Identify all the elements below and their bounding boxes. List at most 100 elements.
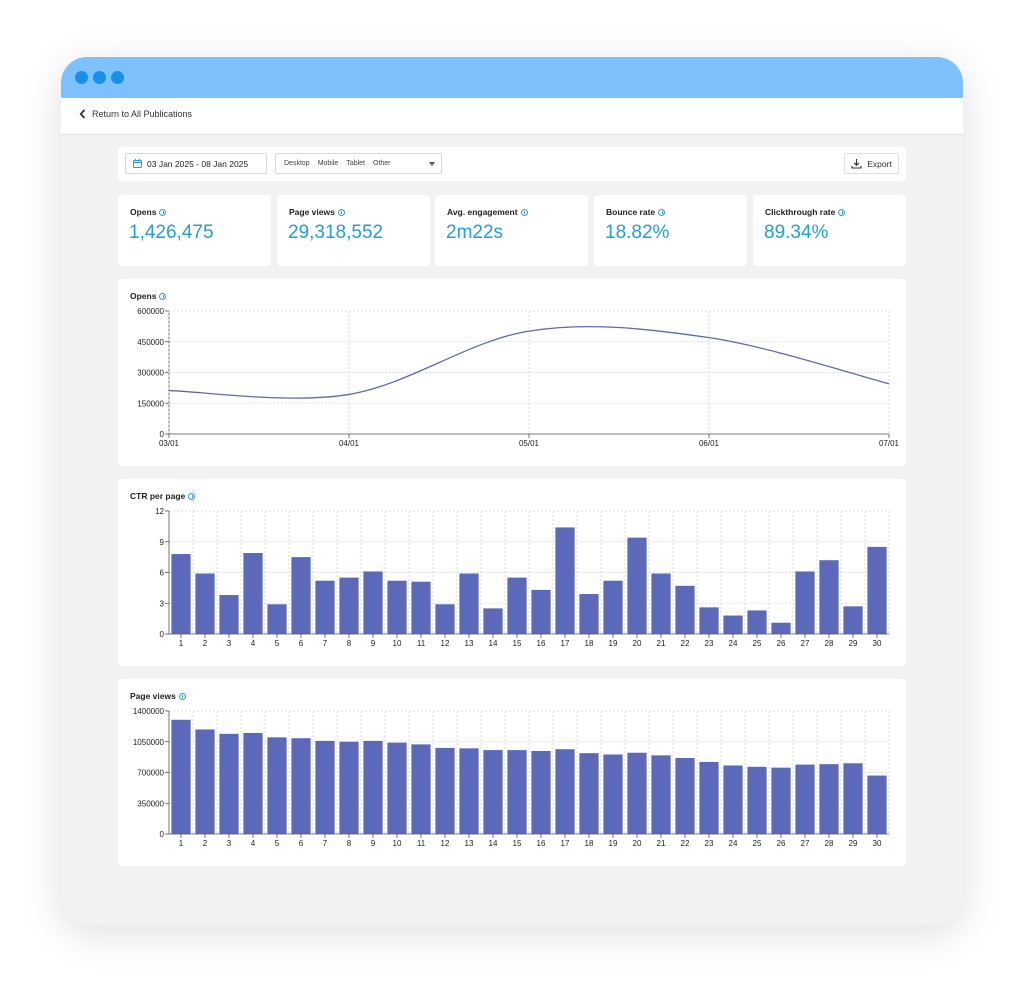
x-tick-label: 16 [537, 839, 546, 848]
export-button[interactable]: Export [844, 153, 899, 174]
chart-title-text: CTR per page [130, 491, 186, 501]
x-tick-label: 26 [777, 839, 786, 848]
x-tick-label: 6 [299, 639, 304, 648]
device-option-mobile[interactable]: Mobile [317, 160, 339, 167]
x-tick-label: 23 [705, 639, 714, 648]
device-filter[interactable]: Desktop Mobile Tablet Other [275, 153, 442, 174]
bar [435, 747, 455, 834]
bar [819, 560, 839, 634]
bar [483, 608, 503, 634]
bar [531, 750, 551, 834]
x-tick-label: 11 [417, 639, 426, 648]
ctr-chart-card: CTR per page 0 3 6 9 12 1 2 3 4 5 6 7 8 9 10 11 12 13 14 15… [118, 479, 906, 666]
x-tick-label: 17 [561, 839, 570, 848]
bar [387, 580, 407, 634]
x-tick-label: 22 [681, 839, 690, 848]
x-tick-label: 04/01 [339, 439, 360, 448]
bar [651, 755, 671, 834]
x-tick-label: 19 [609, 839, 618, 848]
date-range-picker[interactable]: 03 Jan 2025 - 08 Jan 2025 [125, 153, 267, 174]
title-bar [61, 57, 963, 98]
x-tick-label: 29 [849, 639, 858, 648]
bar [651, 573, 671, 634]
bar [579, 753, 599, 834]
bar [603, 754, 623, 834]
window-dot-icon[interactable] [75, 71, 88, 84]
x-tick-label: 26 [777, 639, 786, 648]
bar [267, 737, 287, 834]
x-tick-label: 18 [585, 639, 594, 648]
stat-card-bounce-rate: Bounce rate 18.82% [594, 195, 747, 266]
bar [315, 740, 335, 834]
info-icon[interactable] [159, 292, 167, 300]
x-tick-label: 29 [849, 839, 858, 848]
device-option-desktop[interactable]: Desktop [284, 160, 310, 167]
info-icon[interactable] [838, 208, 846, 216]
device-option-tablet[interactable]: Tablet [346, 160, 365, 167]
x-tick-label: 1 [179, 639, 184, 648]
bar [387, 742, 407, 834]
x-tick-label: 9 [371, 839, 376, 848]
x-tick-label: 20 [633, 639, 642, 648]
x-tick-label: 3 [227, 639, 232, 648]
bar [507, 750, 527, 834]
bar [843, 763, 863, 834]
bar [867, 775, 887, 834]
opens-series-line [168, 326, 890, 399]
chevron-left-icon [79, 109, 86, 119]
stat-label: Page views [289, 207, 345, 217]
x-tick-label: 4 [251, 639, 256, 648]
bar [771, 767, 791, 834]
caret-down-icon[interactable] [429, 162, 435, 166]
info-icon[interactable] [178, 692, 186, 700]
x-tick-label: 06/01 [699, 439, 720, 448]
x-tick-label: 15 [513, 639, 522, 648]
x-tick-label: 19 [609, 639, 618, 648]
stat-label-text: Page views [289, 207, 335, 217]
date-range-label: 03 Jan 2025 - 08 Jan 2025 [147, 158, 249, 169]
bar [555, 527, 575, 634]
y-tick-label: 1050000 [133, 738, 165, 747]
bar [291, 557, 311, 634]
device-option-other[interactable]: Other [373, 160, 391, 167]
bar [363, 571, 383, 634]
x-tick-label: 1 [179, 839, 184, 848]
x-tick-label: 8 [347, 639, 352, 648]
x-tick-label: 7 [323, 639, 328, 648]
bar [219, 733, 239, 834]
chart-title: CTR per page [130, 491, 196, 501]
info-icon[interactable] [658, 208, 666, 216]
bar [459, 748, 479, 834]
x-tick-label: 23 [705, 839, 714, 848]
return-link-label: Return to All Publications [92, 109, 193, 119]
x-tick-label: 28 [825, 639, 834, 648]
info-icon[interactable] [337, 208, 345, 216]
bar [747, 610, 767, 634]
stat-value: 29,318,552 [288, 222, 384, 243]
window-dot-icon[interactable] [111, 71, 124, 84]
x-tick-label: 24 [729, 839, 738, 848]
bar [195, 729, 215, 834]
bar [315, 580, 335, 634]
bar [699, 761, 719, 834]
x-tick-label: 17 [561, 639, 570, 648]
x-tick-label: 7 [323, 839, 328, 848]
info-icon[interactable] [520, 208, 528, 216]
bar [507, 577, 527, 634]
bar [243, 553, 263, 634]
stat-card-page-views: Page views 29,318,552 [277, 195, 430, 266]
export-label: Export [867, 158, 892, 169]
info-icon[interactable] [159, 208, 167, 216]
info-icon[interactable] [188, 492, 196, 500]
y-tick-label: 0 [160, 830, 165, 839]
x-tick-label: 13 [465, 639, 474, 648]
y-tick-label: 150000 [137, 399, 164, 408]
y-tick-label: 0 [160, 630, 165, 639]
stat-label-text: Clickthrough rate [765, 207, 836, 217]
bar [195, 573, 215, 634]
window-dot-icon[interactable] [93, 71, 106, 84]
x-tick-label: 07/01 [879, 439, 900, 448]
stat-value: 89.34% [764, 222, 829, 243]
return-link[interactable]: Return to All Publications [79, 109, 192, 119]
